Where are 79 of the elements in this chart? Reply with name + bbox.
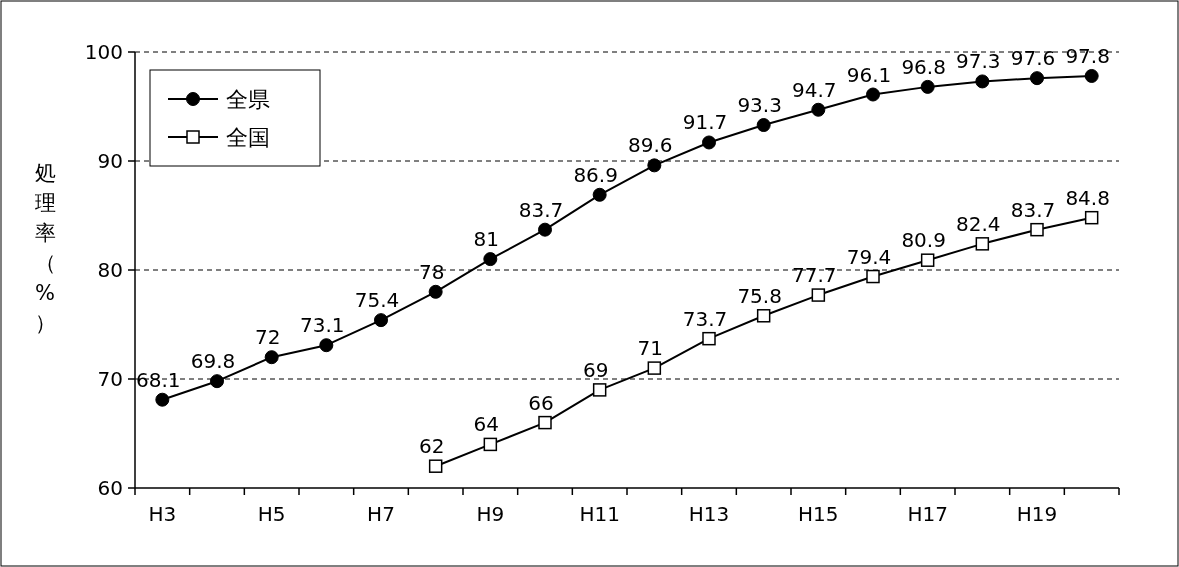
data-label: 75.4 [354,288,400,313]
data-label: 97.8 [1065,43,1110,68]
y-axis-title: 処理率（%） [34,161,56,335]
data-label: 97.3 [956,49,1001,74]
y-tick-label: 90 [97,149,123,173]
data-label: 94.7 [792,77,837,102]
point [647,158,662,173]
point [702,135,716,150]
point [756,118,771,133]
point [1084,210,1099,225]
point [866,269,880,284]
data-label: 97.6 [1010,46,1056,71]
data-label: 75.8 [737,283,782,308]
point [538,415,552,430]
data-label: 96.1 [846,62,892,87]
data-label: 77.7 [792,263,837,288]
data-label: 96.8 [901,54,946,79]
x-tick-label: H3 [148,502,177,526]
data-label: 79.4 [846,244,892,269]
x-tick-label: H9 [476,502,505,526]
x-tick-label: H13 [688,502,730,526]
legend-label: 全県 [226,87,270,112]
x-tick-label: H17 [907,502,948,526]
point [920,79,935,94]
data-label: 93.3 [737,93,782,118]
point [866,87,880,102]
point [1030,222,1044,237]
data-label: 89.6 [628,133,673,158]
point [811,102,826,117]
point [592,187,607,202]
y-tick-label: 70 [97,367,123,391]
point [319,338,334,353]
point [210,374,224,389]
x-tick-label: H19 [1016,502,1058,526]
data-label: 64 [473,412,500,437]
data-label: 91.7 [682,110,728,135]
data-label: 78 [418,259,445,284]
data-label: 66 [528,390,554,415]
point [811,288,826,302]
y-tick-label: 100 [84,40,123,64]
point [702,331,716,346]
point [920,253,935,267]
data-label: 62 [418,434,445,459]
data-label: 73.7 [682,306,728,331]
point [647,361,662,375]
data-label: 84.8 [1065,185,1110,210]
point [264,350,279,365]
point [1030,71,1044,86]
data-label: 81 [473,227,500,252]
data-label: 83.7 [1010,197,1056,222]
x-tick-label: H11 [579,502,620,526]
data-label: 82.4 [956,211,1001,236]
data-label: 73.1 [300,313,345,338]
point [975,237,990,251]
point [428,284,443,299]
point [483,252,498,267]
x-tick-label: H5 [257,502,286,526]
data-label: 80.9 [901,228,946,253]
point [428,459,443,473]
point [483,437,498,452]
x-tick-label: H7 [367,502,395,526]
data-label: 69 [582,357,609,382]
data-label: 83.7 [518,197,564,222]
data-label: 71 [637,336,664,361]
x-tick-label: H15 [798,502,839,526]
data-label: 69.8 [190,349,236,374]
point [538,222,552,237]
y-tick-label: 80 [97,258,123,282]
data-label: 68.1 [136,367,181,392]
data-label: 72 [254,325,281,350]
data-label: 86.9 [573,162,618,187]
point [374,313,388,328]
point [975,74,990,89]
point [1084,68,1099,83]
point [756,309,771,323]
y-tick-label: 60 [97,476,123,500]
point [155,392,170,407]
point [592,383,607,397]
legend-label: 全国 [226,125,270,150]
